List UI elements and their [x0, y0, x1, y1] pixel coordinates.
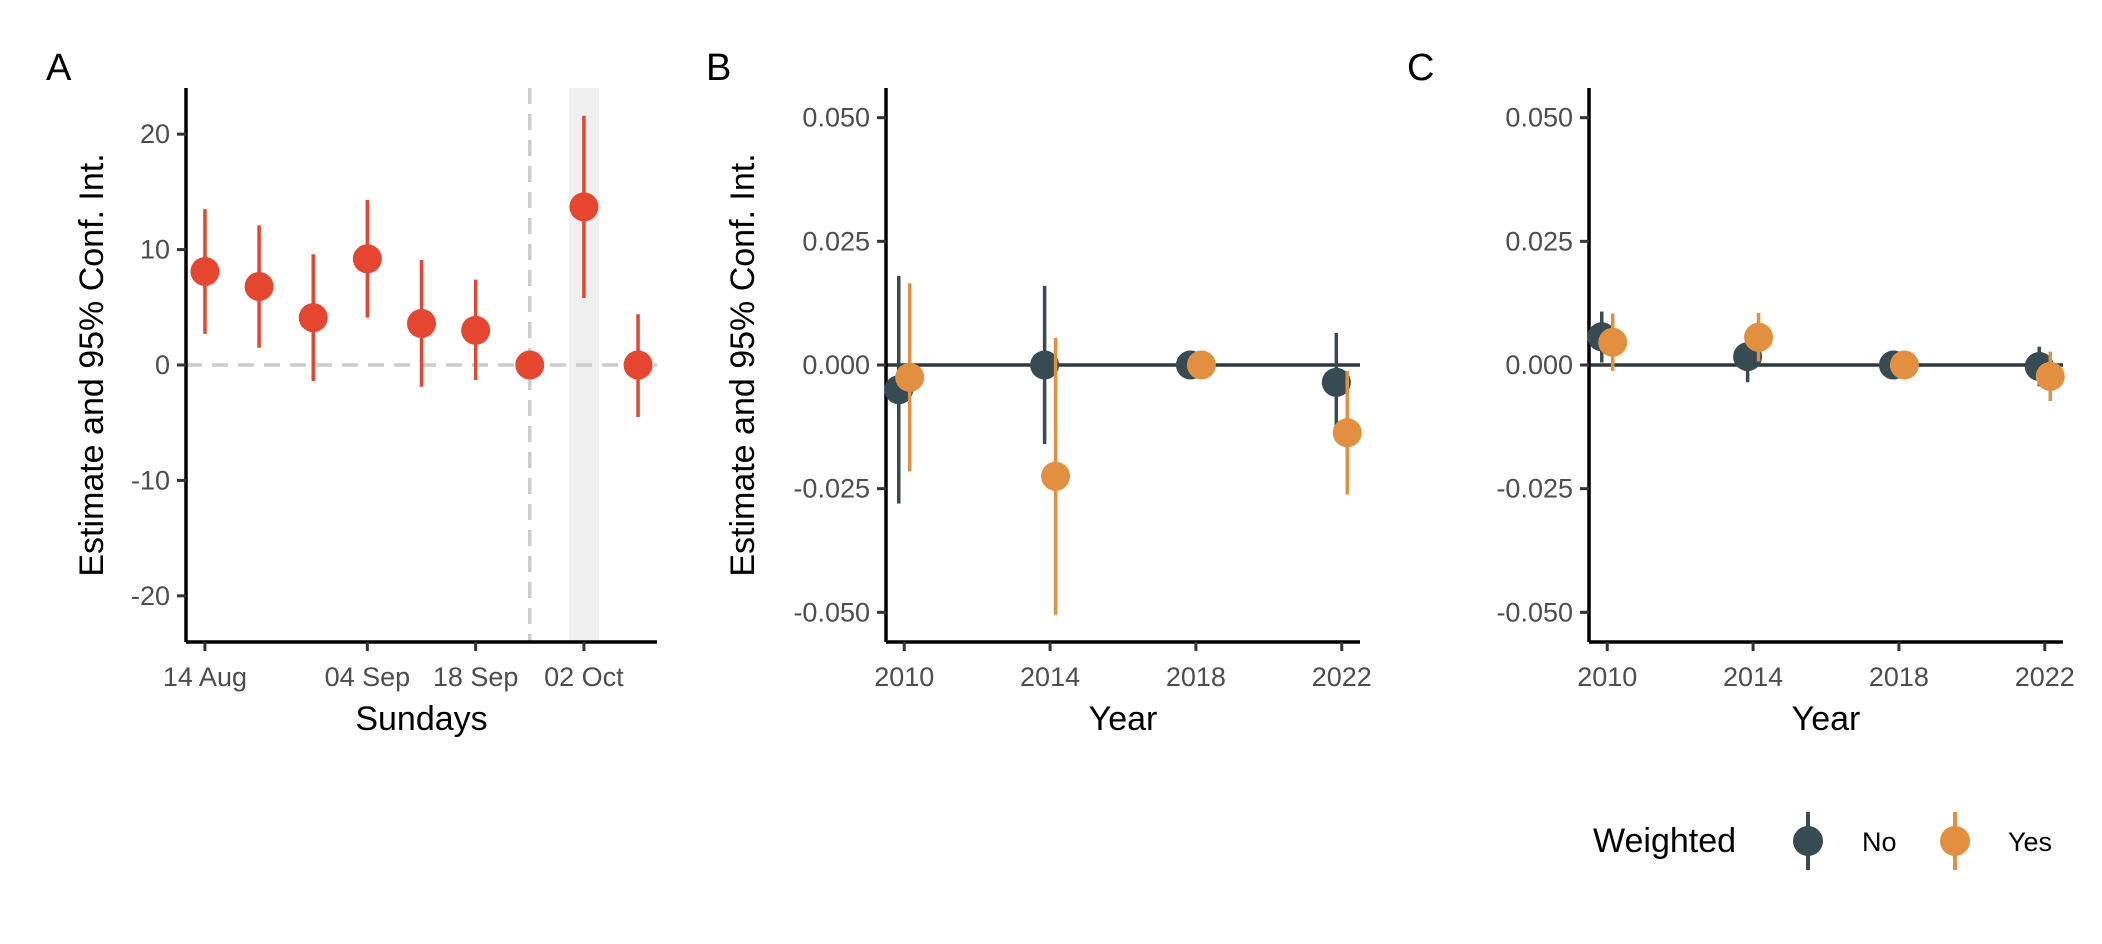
data-point [895, 362, 925, 392]
x-axis-title: Year [1089, 700, 1158, 738]
panel-a: -20 -10 0 10 20 14 Aug 04 Sep 18 Sep 02 Oct Sunda… [46, 47, 657, 738]
y-tick-label: -0.050 [793, 597, 870, 627]
y-tick-label: 0.025 [802, 226, 870, 256]
data-point [2035, 361, 2065, 391]
x-tick-label: 04 Sep [325, 662, 411, 692]
data-point [1889, 350, 1919, 380]
x-tick-label: 14 Aug [163, 662, 247, 692]
legend-item-yes: Yes [1940, 812, 2052, 870]
data-point [407, 308, 436, 338]
data-point [569, 192, 599, 222]
y-tick-label: -10 [131, 465, 170, 495]
y-tick-label: 0.050 [1505, 103, 1573, 133]
y-tick-label: -0.050 [1496, 597, 1573, 627]
legend-label-no: No [1862, 827, 1897, 857]
y-tick-label: 0.000 [802, 350, 870, 380]
data-point [515, 350, 545, 380]
y-tick-label: 0.050 [802, 103, 870, 133]
legend-label-yes: Yes [2008, 827, 2052, 857]
legend-title: Weighted [1593, 822, 1736, 860]
panel-b: -0.050 -0.025 0.000 0.025 0.050 2010 2014 2018 2… [706, 47, 1372, 738]
x-tick-label: 2010 [874, 662, 934, 692]
data-point [1041, 461, 1071, 491]
x-tick-label: 2022 [2015, 662, 2075, 692]
y-tick-label: 20 [140, 119, 170, 149]
x-tick-label: 2018 [1869, 662, 1929, 692]
y-tick-label: 10 [140, 235, 170, 265]
y-tick-label: -20 [131, 581, 170, 611]
legend-key-no [1793, 826, 1823, 856]
y-tick-label: 0.025 [1505, 226, 1573, 256]
x-tick-label: 2014 [1020, 662, 1080, 692]
panel-letter: B [706, 47, 731, 89]
data-point [298, 303, 328, 333]
data-point [352, 244, 382, 274]
data-point [1598, 327, 1628, 357]
panel-letter: A [46, 47, 72, 89]
x-axis-title: Sundays [355, 700, 487, 738]
y-tick-label: 0 [155, 350, 170, 380]
data-point [190, 257, 220, 287]
data-point [244, 272, 274, 302]
legend-item-no: No [1793, 812, 1897, 870]
x-tick-label: 2010 [1577, 662, 1637, 692]
y-axis-title: Estimate and 95% Conf. Int. [724, 153, 762, 576]
y-tick-label: -0.025 [1496, 474, 1573, 504]
data-point [1332, 418, 1362, 448]
x-tick-label: 2022 [1312, 662, 1372, 692]
x-axis-title: Year [1792, 700, 1861, 738]
x-tick-label: 2018 [1166, 662, 1226, 692]
data-point [1030, 350, 1060, 380]
panel-letter: C [1407, 47, 1434, 89]
panel-c: -0.050 -0.025 0.000 0.025 0.050 2010 2014 2018 2… [1407, 47, 2075, 738]
y-tick-label: -0.025 [793, 474, 870, 504]
x-tick-label: 2014 [1723, 662, 1783, 692]
data-point [1186, 350, 1216, 380]
data-point [1744, 322, 1774, 352]
legend-key-yes [1940, 826, 1970, 856]
legend: Weighted No Yes [1593, 812, 2052, 870]
y-axis-title: Estimate and 95% Conf. Int. [73, 153, 111, 576]
data-point [1321, 367, 1351, 397]
y-tick-label: 0.000 [1505, 350, 1573, 380]
data-point [623, 350, 653, 380]
data-point [461, 315, 491, 345]
x-tick-label: 02 Oct [544, 662, 624, 692]
x-tick-label: 18 Sep [433, 662, 519, 692]
